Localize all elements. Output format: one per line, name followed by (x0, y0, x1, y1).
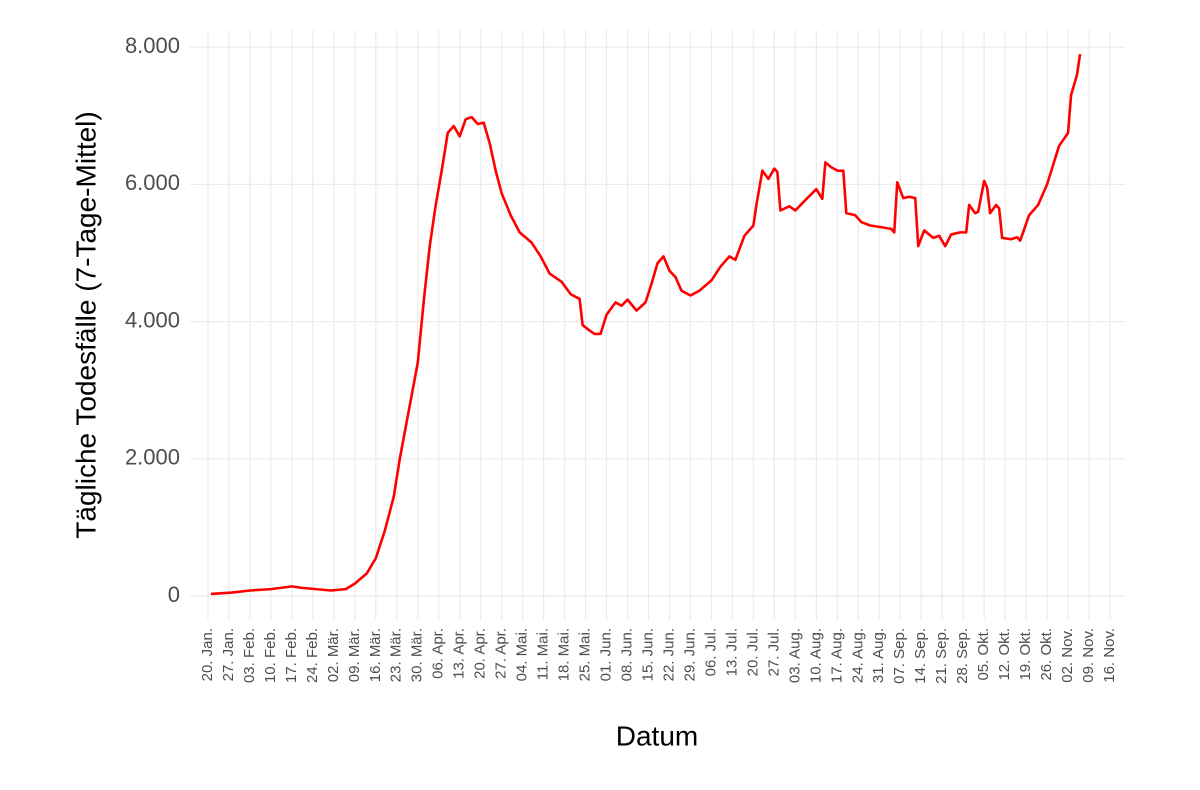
x-tick-label: 07. Sep. (891, 628, 908, 684)
data-line (210, 53, 1082, 596)
x-tick-label: 11. Mai. (535, 628, 552, 680)
x-tick-label: 06. Apr. (430, 628, 447, 679)
x-tick-label: 24. Feb. (304, 628, 321, 683)
x-tick-label: 09. Nov. (1080, 628, 1097, 683)
x-tick-label: 03. Feb. (241, 628, 258, 683)
x-tick-label: 27. Apr. (493, 628, 510, 679)
x-tick-label: 12. Okt. (996, 628, 1013, 681)
x-tick-label: 29. Jun. (681, 628, 698, 681)
x-axis-title: Datum (616, 720, 698, 751)
y-tick-label: 2.000 (125, 445, 180, 470)
x-tick-label: 27. Jul. (765, 628, 782, 676)
x-tick-label: 20. Apr. (472, 628, 489, 679)
x-tick-label: 22. Jun. (660, 628, 677, 681)
x-tick-label: 16. Mär. (367, 628, 384, 682)
x-tick-label: 13. Jul. (723, 628, 740, 676)
x-tick-label: 20. Jul. (744, 628, 761, 676)
x-tick-label: 05. Okt. (975, 628, 992, 681)
x-tick-label: 20. Jan. (199, 628, 216, 681)
x-tick-label: 19. Okt. (1017, 628, 1034, 681)
x-tick-label: 02. Nov. (1059, 628, 1076, 683)
x-tick-label: 31. Aug. (870, 628, 887, 683)
y-axis-title: Tägliche Todesfälle (7-Tage-Mittel) (70, 111, 101, 538)
x-tick-label: 10. Aug. (807, 628, 824, 683)
x-tick-label: 14. Sep. (912, 628, 929, 684)
x-tick-label: 13. Apr. (451, 628, 468, 679)
x-tick-label: 01. Jun. (598, 628, 615, 681)
y-tick-label: 6.000 (125, 170, 180, 195)
x-tick-label: 30. Mär. (409, 628, 426, 682)
x-tick-label: 28. Sep. (954, 628, 971, 684)
y-tick-label: 8.000 (125, 33, 180, 58)
x-tick-label: 02. Mär. (325, 628, 342, 682)
x-tick-label: 03. Aug. (786, 628, 803, 683)
x-tick-label: 23. Mär. (388, 628, 405, 682)
x-tick-label: 17. Feb. (283, 628, 300, 683)
x-tick-label: 17. Aug. (828, 628, 845, 683)
x-tick-label: 06. Jul. (702, 628, 719, 676)
x-tick-label: 09. Mär. (346, 628, 363, 682)
x-tick-label: 10. Feb. (262, 628, 279, 683)
x-tick-label: 26. Okt. (1038, 628, 1055, 681)
x-tick-label: 24. Aug. (849, 628, 866, 683)
y-tick-label: 4.000 (125, 307, 180, 332)
x-tick-label: 27. Jan. (220, 628, 237, 681)
x-tick-label: 21. Sep. (933, 628, 950, 684)
x-tick-label: 18. Mai. (556, 628, 573, 681)
x-tick-label: 25. Mai. (577, 628, 594, 681)
y-tick-label: 0 (168, 582, 180, 607)
x-tick-label: 08. Jun. (619, 628, 636, 681)
x-tick-label: 04. Mai. (514, 628, 531, 681)
x-tick-label: 15. Jun. (639, 628, 656, 681)
x-tick-label: 16. Nov. (1101, 628, 1118, 683)
